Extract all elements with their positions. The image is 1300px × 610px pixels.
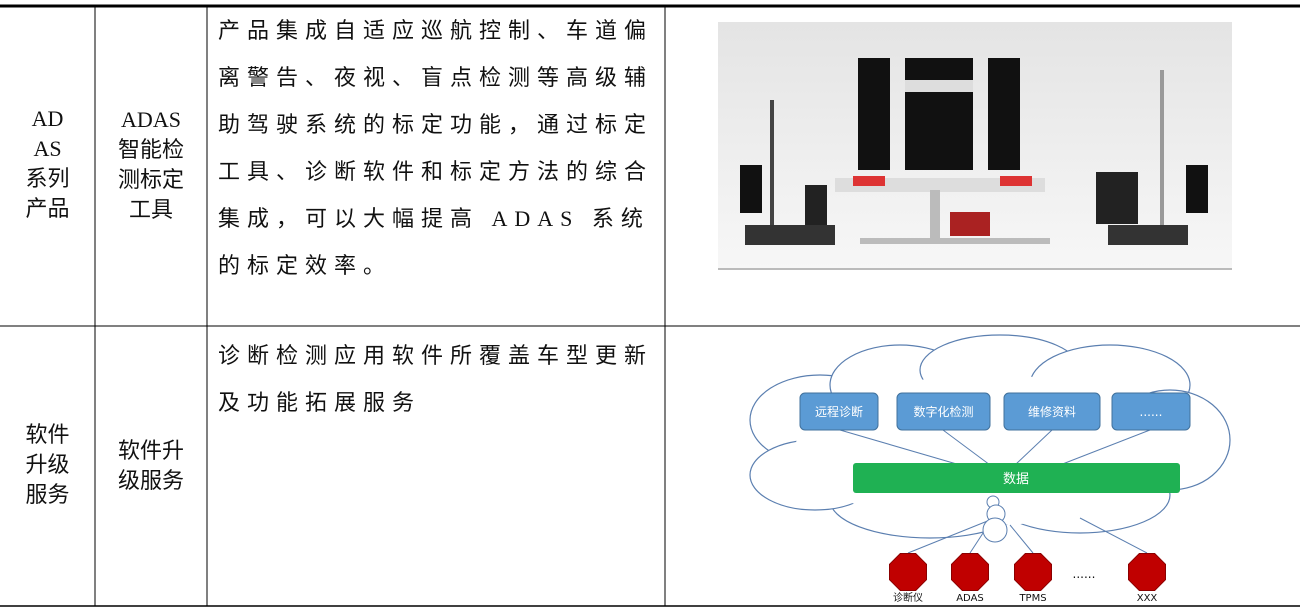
product-photo [718, 22, 1232, 270]
device-icon [889, 553, 927, 591]
product: ADAS智能检测标定工具 [117, 107, 184, 222]
description: 产品集成自适应巡航控制、车道偏离警告、夜视、盲点检测等高级辅助驾驶系统的标定功能… [218, 18, 654, 278]
module-box [799, 392, 879, 431]
module-label: 远程诊断 [815, 404, 863, 419]
module-label: 数字化检测 [913, 404, 973, 419]
category: ADAS系列产品 [25, 106, 70, 221]
module-label: 维修资料 [1028, 404, 1076, 419]
device-label: TPMS [1018, 593, 1046, 604]
module-box [1111, 392, 1191, 431]
device-icon [1128, 553, 1166, 591]
module-label: ...... [1140, 405, 1163, 419]
ellipsis: ...... [1073, 567, 1096, 581]
hub-label: 数据 [1003, 472, 1029, 487]
device-label: 诊断仪 [893, 591, 923, 604]
device-icon [1014, 553, 1052, 591]
description: 诊断检测应用软件所覆盖车型更新及功能拓展服务 [218, 343, 654, 415]
connectors [839, 429, 1151, 554]
product: 软件升级服务 [117, 438, 184, 493]
device-label: XXX [1137, 593, 1158, 604]
module-box [896, 392, 991, 431]
device-icon [951, 553, 989, 591]
hub-box [853, 463, 1180, 493]
module-box [1003, 392, 1101, 431]
device-label: ADAS [956, 593, 984, 604]
category: 软件升级服务 [25, 422, 70, 507]
